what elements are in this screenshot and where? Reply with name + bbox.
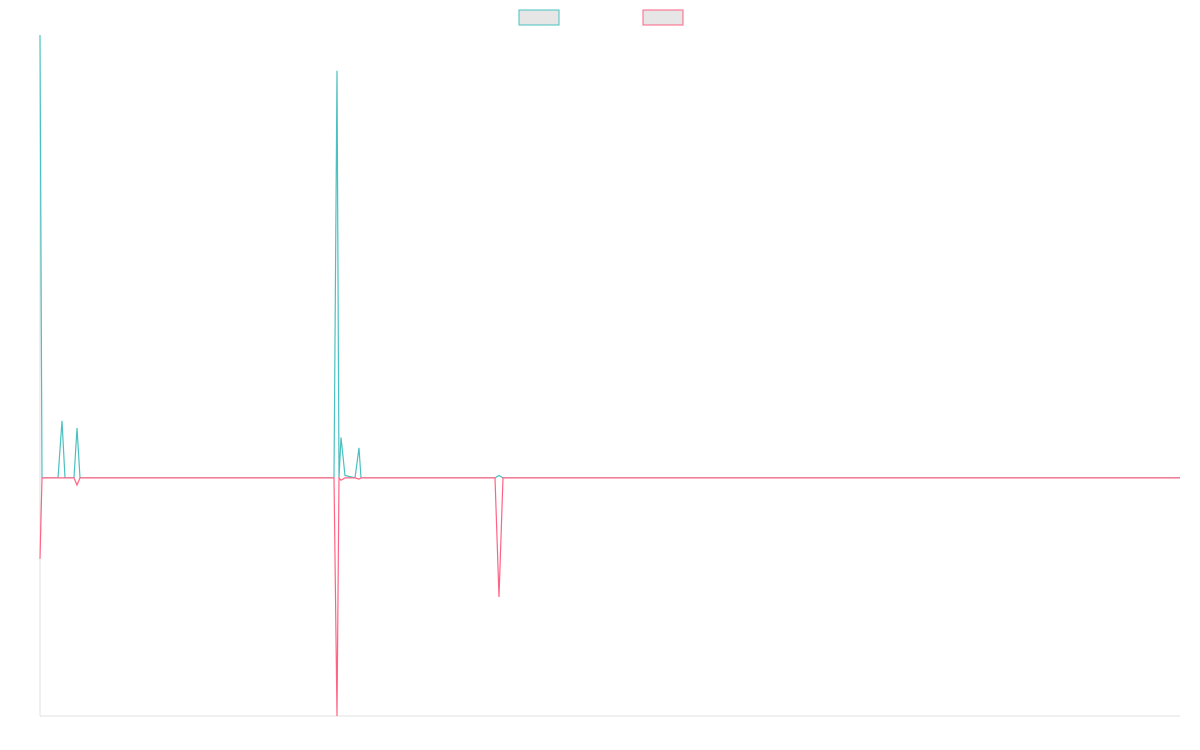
series-line xyxy=(39,34,1180,479)
series-line xyxy=(39,476,1180,717)
legend-swatch xyxy=(518,9,560,26)
legend-swatch xyxy=(642,9,684,26)
